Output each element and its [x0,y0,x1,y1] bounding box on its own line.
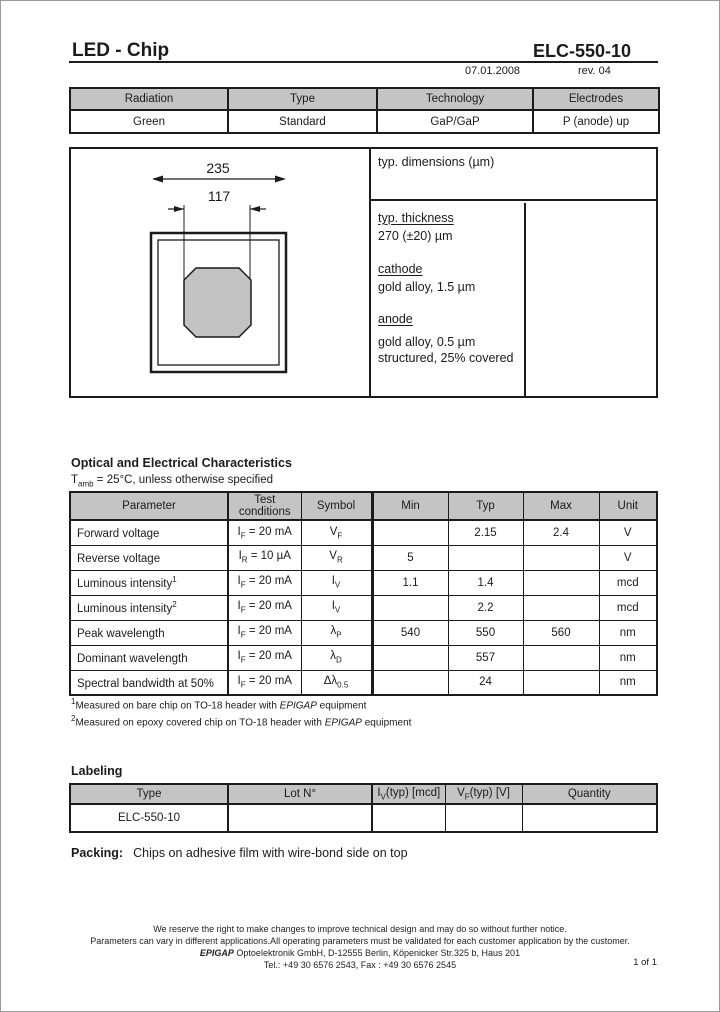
col-electrodes: Electrodes [533,88,659,111]
col-max: Max [523,492,600,521]
footer: We reserve the right to make changes to … [1,923,719,971]
page-number: 1 of 1 [633,957,657,968]
summary-value-row: Green Standard GaP/GaP P (anode) up [70,110,659,133]
table-row: Luminous intensity1 IF = 20 mA IV 1.1 1.… [70,570,657,596]
summary-header-row: Radiation Type Technology Electrodes [70,88,659,111]
footnote-1: 1Measured on bare chip on TO-18 header w… [71,697,367,712]
table-row: Forward voltage IF = 20 mA VF 2.15 2.4 V [70,520,657,546]
oec-section-title: Optical and Electrical Characteristics [71,456,292,470]
oec-condition: Tamb = 25°C, unless otherwise specified [71,474,274,489]
col-iv-typ: IV(typ) [mcd] [372,784,446,805]
dim-outer-label: 235 [206,160,230,176]
chip-specs: typ. thickness 270 (±20) µm cathode gold… [371,203,524,396]
label-lot-value [228,804,373,832]
col-typ: Typ [448,492,524,521]
labeling-table: Type Lot N° IV(typ) [mcd] VF(typ) [V] Qu… [69,783,658,833]
chip-outer-edge [149,231,288,374]
col-parameter: Parameter [70,492,229,521]
footer-company: EPIGAP Optoelektronik GmbH, D-12555 Berl… [199,948,521,958]
table-row: Peak wavelength IF = 20 mA λP 540 550 56… [70,620,657,646]
value-electrodes: P (anode) up [562,115,630,128]
oec-header-row: Parameter Test conditions Symbol Min Typ… [70,492,657,521]
col-label-type: Type [70,784,229,805]
col-unit: Unit [599,492,657,521]
chip-diagram-box: 235 117 typ. dimensions (µm) typ. thickn… [69,147,658,398]
col-quantity: Quantity [522,784,657,805]
labeling-value-row: ELC-550-10 [70,804,657,832]
value-technology: GaP/GaP [377,110,534,133]
footnotes: 1Measured on bare chip on TO-18 header w… [71,696,411,730]
issue-date: 07.01.2008 [465,65,521,77]
footer-disclaimer-2: Parameters can vary in different applica… [90,936,630,946]
chip-inner-edge [157,239,280,366]
col-type: Type [228,88,378,111]
col-radiation: Radiation [70,88,229,111]
label-iv-value [372,804,446,832]
label-vf-value [445,804,523,832]
table-row: Spectral bandwidth at 50% IF = 20 mA Δλ0… [70,670,657,695]
footnote-2: 2Measured on epoxy covered chip on TO-18… [71,713,412,729]
dimensions-title: typ. dimensions (µm) [371,149,656,201]
table-row: Luminous intensity2 IF = 20 mA IV 2.2 mc… [70,595,657,621]
col-test-conditions: Test conditions [228,492,302,521]
col-vf-typ: VF(typ) [V] [445,784,523,805]
dim-inner-label: 117 [208,188,231,204]
label-qty-value [522,804,657,832]
bond-pad [183,267,252,338]
spec-thickness: typ. thickness 270 (±20) µm [378,211,454,243]
part-number: ELC-550-10 [532,41,631,61]
summary-table: Radiation Type Technology Electrodes Gre… [69,87,660,134]
footer-disclaimer-1: We reserve the right to make changes to … [153,924,567,934]
value-type: Standard [228,110,378,133]
col-min: Min [372,492,449,521]
table-row: Dominant wavelength IF = 20 mA λD 557 nm [70,645,657,671]
page-title: LED - Chip [72,40,170,61]
col-lot-number: Lot N° [228,784,373,805]
chip-drawing: 235 117 [149,160,288,374]
spec-anode: anode gold alloy, 0.5 µm structured, 25%… [378,312,514,365]
revision: rev. 04 [578,65,611,77]
oec-table: Parameter Test conditions Symbol Min Typ… [69,491,658,696]
label-type-value: ELC-550-10 [70,804,229,832]
labeling-section-title: Labeling [71,764,123,778]
col-symbol: Symbol [301,492,374,521]
spec-divider [524,203,526,396]
packing-note: Packing: Chips on adhesive film with wire… [71,846,408,860]
spec-cathode: cathode gold alloy, 1.5 µm [378,262,476,294]
header-rule [69,61,658,63]
table-row: Reverse voltage IR = 10 µA VR 5 V [70,545,657,571]
labeling-header-row: Type Lot N° IV(typ) [mcd] VF(typ) [V] Qu… [70,784,657,805]
col-technology: Technology [377,88,534,111]
footer-contact: Tel.: +49 30 6576 2543, Fax : +49 30 657… [263,960,457,970]
diagram-divider [369,149,371,396]
value-radiation: Green [70,110,229,133]
